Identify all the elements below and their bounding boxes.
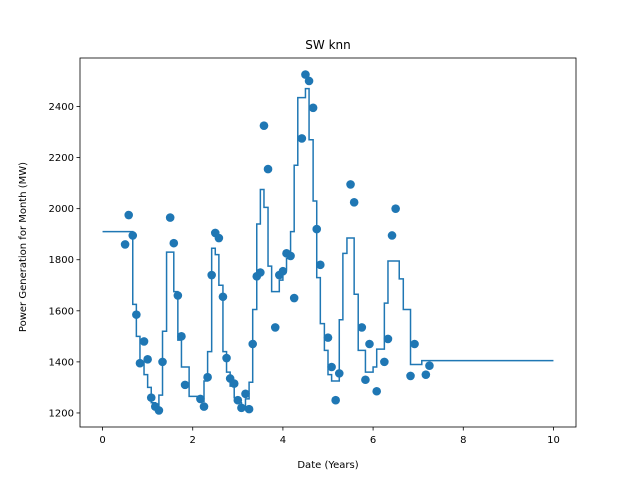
x-tick-label: 4 bbox=[280, 435, 286, 446]
data-point bbox=[334, 369, 344, 378]
data-point bbox=[308, 103, 318, 113]
y-tick-label: 1200 bbox=[49, 408, 74, 419]
y-tick-label: 2000 bbox=[49, 204, 74, 215]
data-point bbox=[158, 357, 167, 367]
data-point bbox=[323, 333, 333, 342]
data-point bbox=[278, 266, 288, 276]
x-tick-label: 10 bbox=[547, 435, 560, 446]
plot-area: 0 2 4 6 8 10 1200 1400 1600 1800 2000 2200 2400 bbox=[49, 57, 577, 446]
data-point bbox=[139, 337, 149, 346]
data-point bbox=[365, 339, 374, 349]
data-point bbox=[207, 270, 216, 280]
data-point bbox=[214, 233, 224, 243]
data-point bbox=[372, 386, 382, 396]
data-point bbox=[316, 260, 325, 270]
data-point bbox=[135, 358, 145, 368]
y-tick-label: 1400 bbox=[49, 357, 74, 368]
data-point bbox=[173, 291, 183, 300]
y-tick-label: 1800 bbox=[49, 255, 74, 266]
data-point bbox=[263, 164, 273, 174]
data-point bbox=[383, 334, 393, 344]
data-point bbox=[218, 292, 228, 302]
data-point bbox=[297, 134, 307, 143]
x-tick-label: 8 bbox=[460, 435, 466, 446]
data-point bbox=[357, 323, 367, 332]
data-point bbox=[286, 251, 295, 261]
x-tick-label: 6 bbox=[370, 435, 376, 446]
data-point bbox=[143, 355, 152, 364]
data-point bbox=[259, 121, 269, 130]
data-point bbox=[244, 404, 254, 414]
data-point bbox=[289, 293, 299, 303]
y-axis-label: Power Generation for Month (MW) bbox=[18, 162, 29, 332]
data-point bbox=[425, 361, 434, 371]
data-point bbox=[301, 70, 310, 79]
data-point bbox=[177, 332, 186, 341]
data-point bbox=[128, 231, 138, 240]
data-point bbox=[203, 372, 212, 382]
data-point bbox=[380, 357, 389, 367]
data-point bbox=[270, 323, 280, 332]
data-point bbox=[132, 310, 141, 319]
data-point bbox=[124, 210, 133, 220]
data-point bbox=[421, 370, 431, 379]
data-point bbox=[406, 371, 415, 381]
data-point bbox=[349, 197, 359, 207]
y-tick-label: 2400 bbox=[49, 102, 74, 113]
data-point bbox=[180, 380, 190, 390]
data-point bbox=[237, 403, 246, 413]
data-point bbox=[256, 268, 265, 277]
y-tick-label: 2200 bbox=[49, 153, 74, 164]
data-point bbox=[387, 231, 397, 240]
plot-frame bbox=[79, 57, 577, 428]
x-tick-label: 2 bbox=[190, 435, 196, 446]
chart-title: SW knn bbox=[305, 38, 350, 52]
data-point bbox=[346, 180, 355, 189]
data-point bbox=[327, 362, 336, 372]
series-step-line bbox=[102, 87, 554, 410]
data-point bbox=[146, 393, 156, 402]
data-point bbox=[361, 375, 370, 385]
x-tick-label: 0 bbox=[99, 435, 105, 446]
data-point bbox=[196, 394, 205, 404]
data-point bbox=[248, 339, 257, 349]
data-point bbox=[169, 238, 179, 248]
x-axis-label: Date (Years) bbox=[297, 460, 358, 471]
data-point bbox=[165, 213, 175, 222]
data-point bbox=[331, 395, 340, 405]
data-point bbox=[222, 353, 231, 363]
data-point bbox=[120, 240, 130, 249]
data-point bbox=[410, 339, 419, 349]
data-point bbox=[241, 389, 250, 399]
data-point bbox=[233, 395, 243, 405]
data-point bbox=[154, 406, 164, 415]
data-point bbox=[312, 224, 322, 234]
data-point bbox=[304, 76, 314, 86]
data-point bbox=[229, 379, 239, 388]
data-point bbox=[391, 204, 400, 213]
data-point bbox=[199, 402, 209, 411]
y-tick-label: 1600 bbox=[49, 306, 74, 317]
